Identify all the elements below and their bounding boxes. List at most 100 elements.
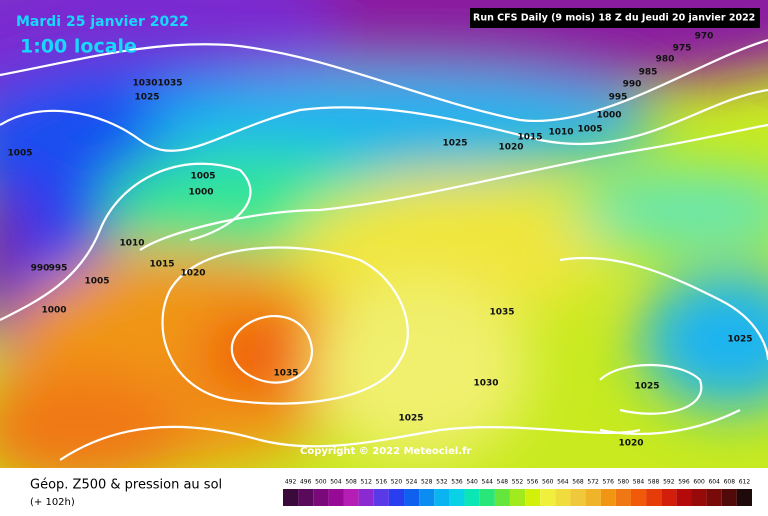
scale-swatch	[585, 489, 601, 506]
scale-swatch	[419, 489, 435, 506]
isobar-label: 1025	[634, 382, 659, 392]
scale-label: 524	[406, 479, 418, 486]
scale-label: 520	[391, 479, 403, 486]
scale-swatch	[676, 489, 692, 506]
scale-label: 580	[618, 479, 630, 486]
isobar-label: 1000	[188, 188, 213, 198]
scale-swatch	[721, 489, 737, 506]
isobar-label: 980	[656, 55, 675, 65]
scale-label: 540	[466, 479, 478, 486]
scale-label: 588	[648, 479, 660, 486]
scale-label: 612	[739, 479, 751, 486]
isobar-label: 1000	[596, 111, 621, 121]
isobar-label: 1035	[489, 308, 514, 318]
scale-swatch	[404, 489, 420, 506]
isobar-label: 995	[49, 264, 68, 274]
scale-swatch	[661, 489, 677, 506]
isobar-label: 1020	[180, 269, 205, 279]
isobar-label: 1025	[442, 139, 467, 149]
isobar-label: 975	[673, 44, 692, 54]
copyright: Copyright © 2022 Meteociel.fr	[300, 446, 471, 457]
scale-label: 492	[285, 479, 297, 486]
scale-label: 544	[482, 479, 494, 486]
scale-swatch	[388, 489, 405, 506]
scale-label: 512	[360, 479, 372, 486]
isobar-label: 1035	[273, 369, 298, 379]
scale-label: 572	[587, 479, 599, 486]
isobar-label: 1025	[727, 335, 752, 345]
legend-subtitle: (+ 102h)	[30, 497, 75, 508]
scale-label: 596	[678, 479, 690, 486]
scale-swatch	[358, 489, 374, 506]
scale-label: 600	[693, 479, 705, 486]
scale-label: 532	[436, 479, 448, 486]
isobar-label: 990	[31, 264, 50, 274]
scale-swatch	[449, 489, 465, 506]
isobar-label: 1020	[498, 143, 523, 153]
scale-label: 564	[557, 479, 569, 486]
field	[0, 0, 768, 468]
isobar-label: 1015	[517, 133, 542, 143]
scale-swatch	[540, 489, 556, 506]
isobar-label: 1025	[134, 93, 159, 103]
isobar-label: 1005	[84, 277, 109, 287]
run-info: Run CFS Daily (9 mois) 18 Z du Jeudi 20 …	[473, 13, 755, 24]
isobar-label: 995	[609, 93, 628, 103]
scale-swatch	[736, 489, 752, 506]
scale-swatch	[494, 489, 510, 506]
scale-label: 608	[724, 479, 736, 486]
time: 1:00 locale	[20, 36, 137, 58]
scale-swatch	[570, 489, 586, 506]
scale-swatch	[434, 489, 450, 506]
legend-title: Géop. Z500 & pression au sol	[30, 478, 222, 493]
scale-swatch	[313, 489, 329, 506]
scale-swatch	[479, 489, 495, 506]
isobar-label: 1010	[548, 128, 573, 138]
isobar-label: 1010	[119, 239, 144, 249]
scale-swatch	[706, 489, 722, 506]
scale-swatch	[328, 489, 344, 506]
scale-label: 504	[330, 479, 342, 486]
scale-label: 496	[300, 479, 312, 486]
isobar-label: 1035	[157, 79, 182, 89]
scale-swatch	[283, 489, 299, 506]
scale-label: 548	[497, 479, 509, 486]
isobar-label: 1025	[398, 414, 423, 424]
isobar-label: 1030	[473, 379, 498, 389]
isobar-label: 1005	[7, 149, 32, 159]
scale-label: 528	[421, 479, 433, 486]
scale-label: 556	[527, 479, 539, 486]
scale-label: 508	[345, 479, 357, 486]
scale-swatch	[615, 489, 631, 506]
scale-label: 576	[603, 479, 615, 486]
run-box	[470, 8, 760, 28]
scale-swatch	[343, 489, 359, 506]
scale-label: 536	[451, 479, 463, 486]
scale-label: 560	[542, 479, 554, 486]
isobars	[0, 38, 768, 461]
scale-swatch	[555, 489, 571, 506]
scale-swatch	[630, 489, 647, 506]
scale-swatch	[691, 489, 707, 506]
scale-swatch	[464, 489, 480, 506]
scale-swatch	[298, 489, 314, 506]
scale-label: 516	[376, 479, 388, 486]
scale-label: 568	[572, 479, 584, 486]
isobar-label: 1015	[149, 260, 174, 270]
scale-swatch	[373, 489, 389, 506]
scale-swatch	[525, 489, 541, 506]
scale-label: 500	[315, 479, 327, 486]
scale-swatch	[646, 489, 662, 506]
isobar-label: 1005	[577, 125, 602, 135]
scale-label: 584	[633, 479, 645, 486]
scale-swatch	[600, 489, 616, 506]
scale-label: 604	[708, 479, 720, 486]
isobar-label: 985	[639, 68, 658, 78]
scale-swatch	[509, 489, 526, 506]
isobar-label: 1030	[132, 79, 157, 89]
isobar-label: 990	[623, 80, 642, 90]
isobar-label: 970	[695, 32, 714, 42]
scale-label: 592	[663, 479, 675, 486]
